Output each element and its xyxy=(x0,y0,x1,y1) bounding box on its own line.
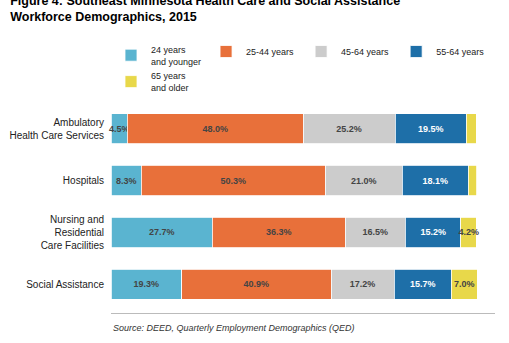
svg-text:25.2%: 25.2% xyxy=(336,124,362,134)
svg-text:21.0%: 21.0% xyxy=(351,176,377,186)
svg-text:15.2%: 15.2% xyxy=(420,227,446,237)
svg-text:15.7%: 15.7% xyxy=(410,279,436,289)
svg-text:16.5%: 16.5% xyxy=(362,227,388,237)
svg-text:4.2%: 4.2% xyxy=(458,227,479,237)
svg-text:25-44 years: 25-44 years xyxy=(246,47,294,57)
svg-text:18.1%: 18.1% xyxy=(422,176,448,186)
svg-text:8.3%: 8.3% xyxy=(116,176,137,186)
svg-text:24 yearsand younger: 24 yearsand younger xyxy=(151,45,201,67)
svg-text:55-64 years: 55-64 years xyxy=(436,47,484,57)
svg-text:45-64 years: 45-64 years xyxy=(341,47,389,57)
svg-text:48.0%: 48.0% xyxy=(202,124,228,134)
svg-text:65 yearsand older: 65 yearsand older xyxy=(151,71,189,93)
svg-text:40.9%: 40.9% xyxy=(244,279,270,289)
svg-text:Source: DEED, Quarterly Employ: Source: DEED, Quarterly Employment Demog… xyxy=(113,323,355,333)
svg-text:AmbulatoryHealth Care Services: AmbulatoryHealth Care Services xyxy=(10,117,104,141)
svg-text:4.5%: 4.5% xyxy=(109,124,130,134)
svg-text:Nursing andResidentialCare Fac: Nursing andResidentialCare Facilities xyxy=(41,214,104,251)
svg-text:27.7%: 27.7% xyxy=(149,227,175,237)
svg-text:36.3%: 36.3% xyxy=(266,227,292,237)
svg-text:Hospitals: Hospitals xyxy=(63,175,104,186)
svg-text:19.5%: 19.5% xyxy=(418,124,444,134)
svg-text:17.2%: 17.2% xyxy=(350,279,376,289)
svg-text:19.3%: 19.3% xyxy=(134,279,160,289)
svg-text:50.3%: 50.3% xyxy=(221,176,247,186)
svg-text:7.0%: 7.0% xyxy=(454,279,475,289)
svg-text:Social Assistance: Social Assistance xyxy=(26,279,104,290)
svg-text:Figure 4: Southeast Minnesota: Figure 4: Southeast Minnesota Health Car… xyxy=(10,0,400,24)
